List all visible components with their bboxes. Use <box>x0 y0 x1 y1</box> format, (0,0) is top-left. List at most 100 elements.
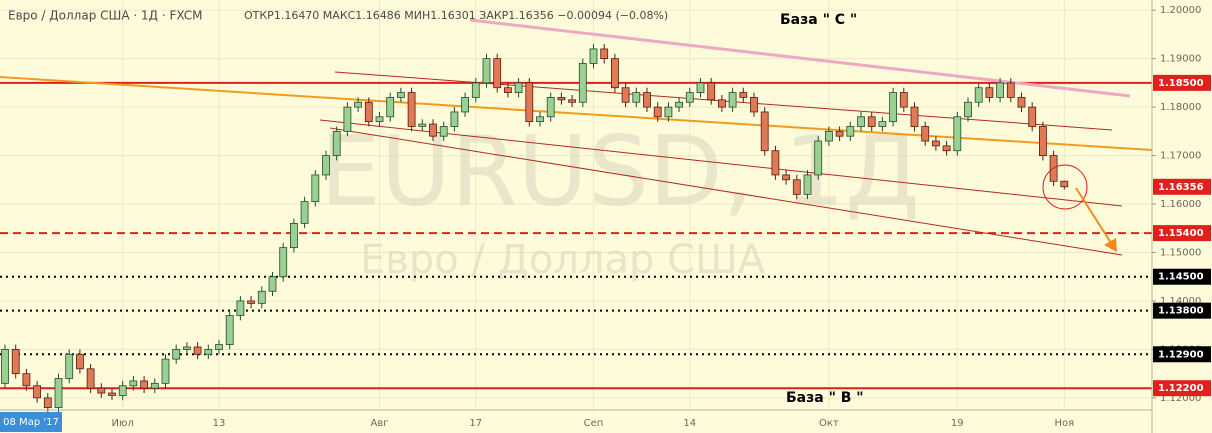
candle-body <box>129 380 138 387</box>
level-label: 1.16356 <box>1158 182 1204 193</box>
level-label: 1.14500 <box>1158 272 1204 283</box>
candle-body <box>921 126 930 142</box>
candle-body <box>503 87 512 93</box>
candle-body <box>846 126 855 137</box>
level-label: 1.13800 <box>1158 306 1204 317</box>
candle-body <box>771 150 780 176</box>
x-tick-label: 17 <box>469 418 482 429</box>
candle-body <box>11 349 20 375</box>
y-tick-label: 1.12000 <box>1160 393 1201 404</box>
candle-body <box>718 99 726 108</box>
candle-body <box>557 97 566 101</box>
level-badge <box>1153 346 1211 363</box>
candle-body <box>867 116 876 127</box>
candle-body <box>65 353 74 379</box>
candle-body <box>225 315 234 345</box>
candle-body <box>161 358 170 384</box>
candle-body <box>974 87 983 103</box>
candle-body <box>322 155 330 176</box>
candle-body <box>814 140 823 176</box>
axes: 1.20000 1.19000 1.18000 1.17000 1.16000 1.150… <box>112 5 1211 429</box>
watermark-sub: Евро / Доллар США <box>360 237 766 283</box>
candle-body <box>600 48 609 60</box>
candle-body <box>643 92 651 108</box>
candle-body <box>257 290 266 304</box>
candle-body <box>685 92 694 103</box>
candle-body <box>268 276 277 292</box>
header-stats: ОТКР1.16470 МАКС1.16486 МИН1.16301 ЗАКР1… <box>244 9 668 22</box>
candle-body <box>108 392 116 396</box>
level-label: 1.18500 <box>1158 78 1204 89</box>
candle-body <box>418 123 427 127</box>
level-badge <box>1153 74 1211 91</box>
level-label: 1.15400 <box>1158 228 1204 239</box>
forecast-arrow <box>1075 187 1114 247</box>
x-tick-label: 19 <box>951 418 964 429</box>
levels <box>0 81 1152 390</box>
candle-body <box>493 58 502 89</box>
level-label: 1.12200 <box>1158 383 1204 394</box>
arrow-head <box>1104 238 1117 252</box>
x-tick-label: Авг <box>371 418 389 429</box>
candle-body <box>664 106 673 118</box>
level-label: 1.12900 <box>1158 349 1204 360</box>
candle-body <box>696 82 705 93</box>
candle-body <box>707 82 716 101</box>
candle-body <box>878 121 887 127</box>
candle-body <box>289 223 298 249</box>
candle-body <box>653 106 662 118</box>
candle-body <box>97 387 106 394</box>
y-tick-label: 1.20000 <box>1160 5 1201 16</box>
x-tick-label: 13 <box>213 418 226 429</box>
x-tick-label: Ноя <box>1054 418 1074 429</box>
y-tick-label: 1.17000 <box>1160 151 1201 162</box>
candle-body <box>1028 106 1037 127</box>
candle-body <box>76 353 84 370</box>
candle-body <box>728 92 737 108</box>
annotation: База " В " <box>786 390 864 406</box>
x-tick-label: Июл <box>112 418 134 429</box>
y-tick-label: 1.14000 <box>1160 296 1201 307</box>
level-badge <box>1153 302 1211 319</box>
candle-body <box>407 92 416 127</box>
candle-body <box>86 368 95 389</box>
candle-body <box>568 99 576 103</box>
candle-body <box>22 373 31 387</box>
candle-body <box>450 111 459 127</box>
candle-body <box>140 380 149 389</box>
candle-body <box>1060 180 1069 188</box>
candle-body <box>578 63 587 103</box>
candle-body <box>792 179 801 195</box>
candle-body <box>857 116 865 127</box>
candle-body <box>439 126 448 137</box>
candle-body <box>942 145 951 152</box>
candle-body <box>236 300 245 316</box>
highlight-circle <box>1042 164 1088 210</box>
candle-body <box>461 97 470 113</box>
y-tick-label: 1.19000 <box>1160 54 1201 65</box>
candle-body <box>825 130 833 142</box>
candle-body <box>332 130 341 156</box>
level-badge <box>1153 268 1211 285</box>
candle-body <box>247 300 256 304</box>
candle-body <box>482 58 491 84</box>
candle-body <box>118 385 127 396</box>
candle-body <box>910 106 919 127</box>
candle-body <box>300 201 309 224</box>
candle-body <box>1039 126 1047 156</box>
candle-body <box>182 346 191 350</box>
candle-body <box>739 92 748 98</box>
candle-body <box>611 58 619 89</box>
candle-body <box>675 101 683 108</box>
level-badge <box>1153 178 1211 195</box>
candle-body <box>204 349 213 355</box>
candle-body <box>1006 82 1015 98</box>
candle-body <box>386 97 395 118</box>
candle-body <box>54 378 63 408</box>
candle-body <box>835 130 844 137</box>
candle-body <box>215 344 223 350</box>
trend-line <box>469 18 1131 98</box>
candle-body <box>375 116 384 123</box>
candle-body <box>621 87 630 103</box>
y-tick-label: 1.18000 <box>1160 102 1201 113</box>
